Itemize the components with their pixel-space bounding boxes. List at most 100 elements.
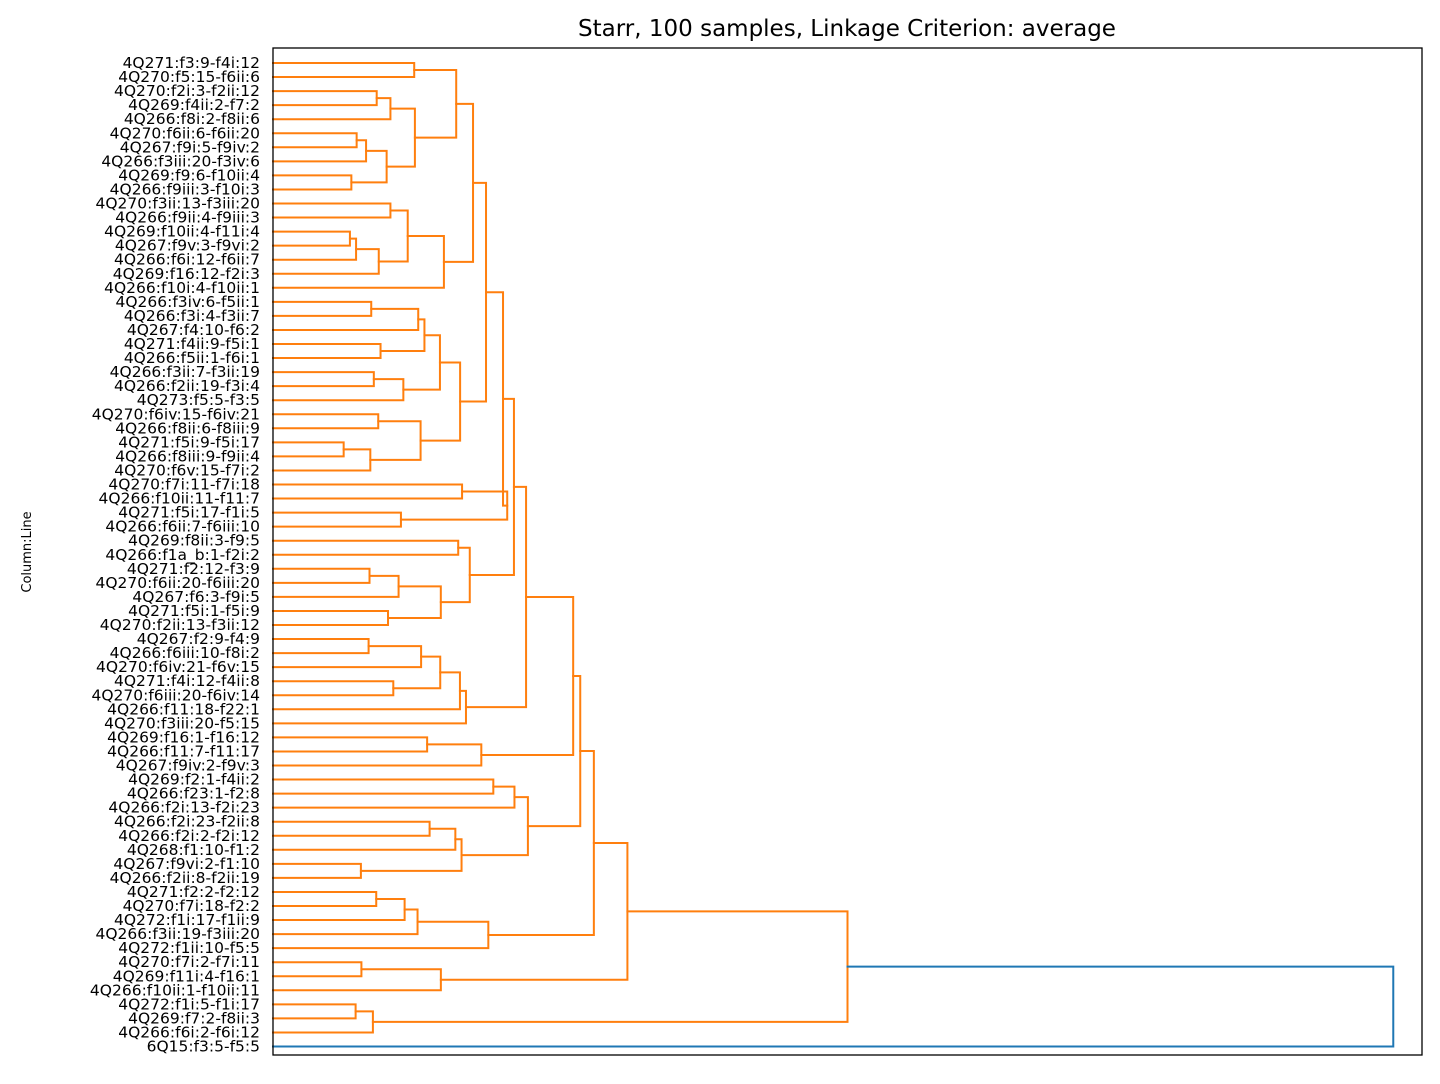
dendrogram-link bbox=[272, 736, 429, 753]
leaf-label: 4Q269:f10ii:4-f11i:4 bbox=[104, 223, 260, 241]
leaf-label: 4Q270:f3ii:13-f3iii:20 bbox=[95, 195, 260, 213]
leaf-label: 4Q273:f5:5-f3:5 bbox=[137, 391, 260, 409]
leaf-label: 4Q267:f9v:3-f9vi:2 bbox=[115, 237, 260, 255]
leaf-label: 4Q272:f1i:17-f1ii:9 bbox=[114, 911, 260, 929]
dendrogram-link bbox=[442, 102, 475, 263]
dendrogram-link bbox=[371, 910, 849, 1023]
leaf-label: 4Q270:f7i:11-f7i:18 bbox=[108, 476, 260, 494]
leaf-label: 4Q266:f3iii:20-f3iv:6 bbox=[101, 152, 260, 170]
leaf-label: 4Q266:f3iv:6-f5ii:1 bbox=[115, 293, 260, 311]
dendrogram-link bbox=[272, 961, 363, 978]
leaf-label: 4Q269:f16:1-f16:12 bbox=[107, 728, 260, 746]
dendrogram-link bbox=[272, 671, 461, 711]
leaf-label: 4Q266:f6i:12-f6ii:7 bbox=[114, 251, 260, 269]
leaf-label: 4Q267:f9i:5-f9iv:2 bbox=[120, 138, 260, 156]
dendrogram-link bbox=[272, 897, 406, 922]
dendrogram-link bbox=[487, 750, 595, 936]
dendrogram-link bbox=[272, 778, 495, 795]
leaf-label: 4Q269:f11i:4-f16:1 bbox=[113, 967, 260, 985]
dendrogram-link bbox=[272, 1010, 374, 1034]
leaf-label: 4Q266:f9ii:4-f9iii:3 bbox=[115, 209, 260, 227]
leaf-label: 4Q266:f8ii:6-f8iii:9 bbox=[115, 419, 260, 437]
leaf-label: 4Q266:f9iii:3-f10i:3 bbox=[110, 180, 260, 198]
dendrogram-link bbox=[272, 139, 368, 163]
dendrogram-link bbox=[272, 567, 371, 584]
leaf-label: 4Q266:f6i:2-f6i:12 bbox=[118, 1023, 260, 1041]
dendrogram-link bbox=[272, 62, 416, 79]
dendrogram-link bbox=[272, 511, 402, 528]
dendrogram-link bbox=[272, 202, 392, 219]
dendrogram-link bbox=[272, 908, 419, 936]
dendrogram-link bbox=[272, 448, 372, 472]
leaf-label: 4Q270:f2ii:13-f3ii:12 bbox=[100, 616, 260, 634]
leaf-label: 4Q266:f11:7-f11:17 bbox=[107, 742, 260, 760]
leaf-label: 4Q266:f10ii:11-f11:7 bbox=[99, 490, 260, 508]
leaf-label: 4Q269:f9:6-f10ii:4 bbox=[118, 166, 260, 184]
leaf-label: 4Q266:f2ii:8-f2ii:19 bbox=[110, 869, 260, 887]
y-axis-label: Column:Line bbox=[20, 511, 35, 592]
leaf-label: 4Q266:f3i:4-f3ii:7 bbox=[124, 307, 260, 325]
dendrogram-link bbox=[272, 645, 423, 669]
leaf-label: 4Q271:f5i:1-f5i:9 bbox=[128, 602, 260, 620]
leaf-label: 4Q266:f8iii:9-f9ii:4 bbox=[115, 447, 260, 465]
dendrogram-link bbox=[272, 234, 445, 289]
leaf-label: 4Q270:f6iv:21-f6v:15 bbox=[96, 658, 260, 676]
leaf-label: 4Q266:f2i:2-f2i:12 bbox=[118, 827, 260, 845]
dendrogram-link bbox=[272, 638, 370, 655]
leaf-label: 4Q272:f1ii:10-f5:5 bbox=[118, 939, 260, 957]
dendrogram-link bbox=[272, 230, 351, 247]
dendrogram-link bbox=[272, 413, 380, 430]
leaf-label: 4Q266:f1a_b:1-f2i:2 bbox=[105, 546, 260, 565]
leaf-label: 4Q268:f1:10-f1:2 bbox=[127, 841, 260, 859]
leaf-label: 4Q270:f6iii:20-f6iv:14 bbox=[91, 686, 260, 704]
leaf-label: 4Q266:f10i:4-f10ii:1 bbox=[104, 279, 260, 297]
dendrogram-link bbox=[272, 378, 405, 402]
dendrogram-link bbox=[272, 609, 390, 626]
dendrogram-link bbox=[392, 655, 442, 690]
dendrogram-link bbox=[272, 785, 516, 809]
dendrogram-link bbox=[272, 820, 431, 837]
leaf-label: 4Q270:f3iii:20-f5:15 bbox=[104, 714, 260, 732]
dendrogram-link bbox=[413, 69, 458, 139]
dendrogram-link bbox=[272, 237, 358, 261]
leaf-label: 4Q271:f4ii:9-f5i:1 bbox=[124, 335, 260, 353]
dendrogram-link bbox=[272, 890, 378, 907]
leaf-label: 4Q266:f5ii:1-f6i:1 bbox=[124, 349, 260, 367]
dendrogram-link bbox=[399, 490, 509, 521]
dendrogram-link bbox=[272, 174, 353, 191]
leaf-label: 4Q267:f9vi:2-f1:10 bbox=[113, 855, 260, 873]
leaf-label: 4Q266:f2ii:19-f3i:4 bbox=[114, 377, 260, 395]
dendrogram-link bbox=[272, 90, 378, 107]
leaf-label: 4Q266:f6iii:10-f8i:2 bbox=[110, 644, 260, 662]
dendrogram-link bbox=[480, 596, 575, 756]
leaf-label: 4Q271:f2:2-f2:12 bbox=[127, 883, 260, 901]
leaf-label: 4Q270:f6iv:15-f6iv:21 bbox=[92, 405, 260, 423]
leaf-label: 4Q270:f6v:15-f7i:2 bbox=[114, 461, 260, 479]
dendrogram-link bbox=[439, 842, 629, 981]
leaf-label: 4Q266:f3ii:19-f3iii:20 bbox=[95, 925, 260, 943]
leaf-label: 4Q267:f4:10-f6:2 bbox=[127, 321, 260, 339]
leaf-label: 4Q270:f2i:3-f2ii:12 bbox=[114, 82, 260, 100]
dendrogram-link bbox=[272, 743, 483, 767]
leaf-label: 4Q271:f4i:12-f4ii:8 bbox=[114, 672, 260, 690]
leaf-label: 4Q269:f8ii:3-f9:5 bbox=[128, 532, 260, 550]
leaf-label: 6Q15:f3:5-f5:5 bbox=[147, 1038, 260, 1056]
dendrogram-link bbox=[468, 397, 515, 576]
dendrogram-link bbox=[272, 1003, 357, 1020]
leaf-label: 4Q272:f1i:5-f1i:17 bbox=[118, 995, 260, 1013]
chart-title: Starr, 100 samples, Linkage Criterion: a… bbox=[578, 16, 1116, 42]
dendrogram-link bbox=[350, 149, 388, 184]
leaf-label: 4Q270:f6ii:20-f6iii:20 bbox=[95, 574, 260, 592]
dendrogram-link bbox=[272, 441, 345, 458]
leaf-label: 4Q266:f23:1-f2:8 bbox=[127, 785, 260, 803]
dendrogram-link bbox=[272, 827, 457, 851]
leaf-label: 4Q266:f11:18-f22:1 bbox=[107, 700, 260, 718]
dendrogram-link bbox=[272, 300, 373, 317]
leaf-label: 4Q270:f6ii:6-f6ii:20 bbox=[110, 124, 260, 142]
leaf-label: 4Q267:f2:9-f4:9 bbox=[137, 630, 260, 648]
dendrogram-link bbox=[272, 371, 375, 388]
leaf-label: 4Q266:f10ii:1-f10ii:11 bbox=[90, 981, 260, 999]
leaf-label: 4Q270:f5:15-f6ii:6 bbox=[118, 68, 260, 86]
dendrogram-link bbox=[272, 307, 420, 331]
